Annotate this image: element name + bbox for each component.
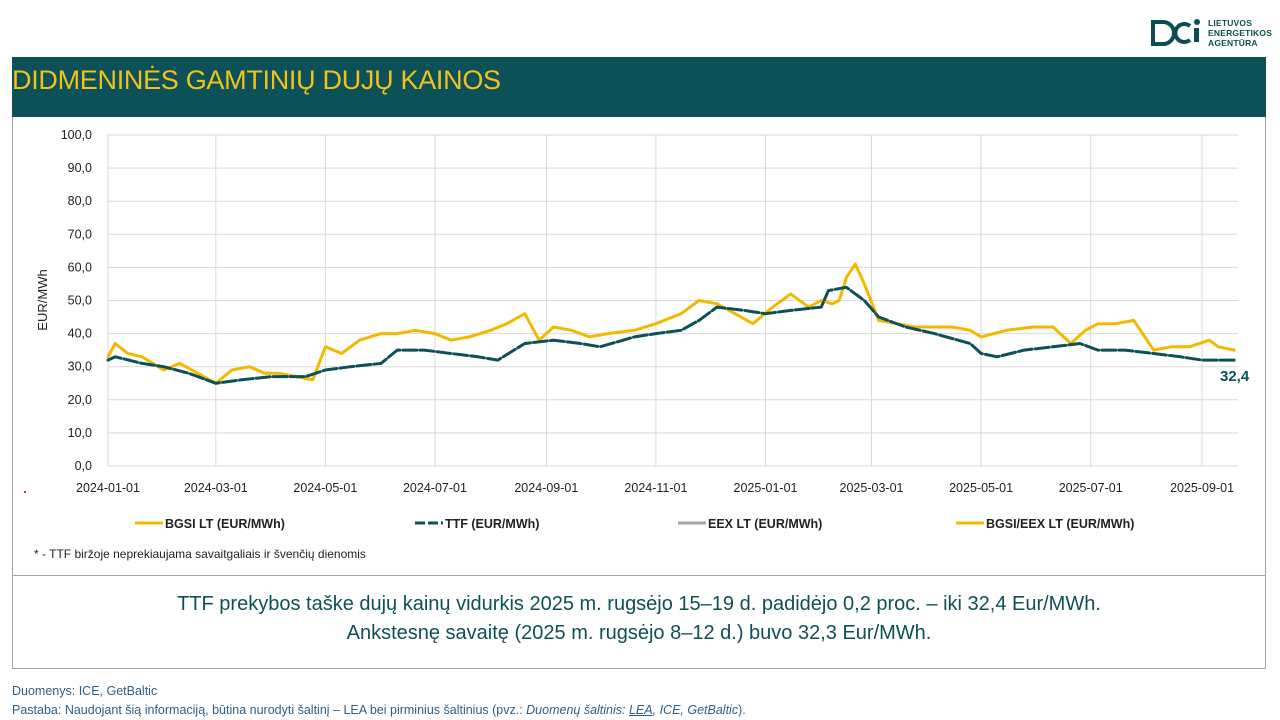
ttf-series-line (106, 285, 1236, 385)
summary-line-2: Ankstesnę savaitę (2025 m. rugsėjo 8–12 … (346, 622, 932, 644)
chart-series: 32,4 (106, 262, 1250, 385)
y-tick-label: 30,0 (68, 360, 92, 374)
lea-link[interactable]: LEA (628, 703, 653, 717)
y-tick-label: 90,0 (68, 161, 92, 175)
bgsi-series-line (106, 262, 1236, 385)
x-tick-label: 2024-01-01 (76, 481, 140, 495)
summary-line-1: TTF prekybos taške dujų kainų vidurkis 2… (177, 593, 1101, 615)
x-tick-label: 2025-01-01 (734, 481, 798, 495)
legend-label: BGSI/EEX LT (EUR/MWh) (986, 517, 1134, 531)
divider (12, 575, 1266, 576)
x-tick-label: 2025-03-01 (840, 481, 904, 495)
x-tick-label: 2024-09-01 (514, 481, 578, 495)
chart-grid (107, 134, 1238, 467)
x-tick-label: 2024-05-01 (293, 481, 357, 495)
y-tick-label: 80,0 (68, 194, 92, 208)
source-line-1: Duomenys: ICE, GetBaltic (12, 684, 158, 698)
legend-label: EEX LT (EUR/MWh) (708, 517, 822, 531)
legend-label: BGSI LT (EUR/MWh) (165, 517, 285, 531)
page-title: DIDMENINĖS GAMTINIŲ DUJŲ KAINOS (12, 65, 501, 95)
lea-logo: LIETUVOS ENERGETIKOS AGENTŪRA (1150, 18, 1273, 52)
lea-logo-mark (1151, 19, 1200, 46)
y-tick-label: 40,0 (68, 327, 92, 341)
price-chart: 0,0 10,0 20,0 30,0 40,0 50,0 60,0 70,0 80,0 90,0 1… (35, 128, 1250, 531)
title-bar (12, 57, 1266, 117)
stray-mark (24, 491, 26, 493)
x-tick-label: 2025-05-01 (949, 481, 1013, 495)
y-tick-label: 0,0 (75, 459, 92, 473)
legend-label: TTF (EUR/MWh) (445, 517, 539, 531)
lea-logo-text: LIETUVOS ENERGETIKOS AGENTŪRA (1208, 18, 1273, 48)
y-tick-label: 70,0 (68, 227, 92, 241)
y-tick-label: 100,0 (61, 128, 92, 142)
footnote: * - TTF biržoje neprekiaujama savaitgali… (34, 547, 366, 561)
x-tick-label: 2025-09-01 (1170, 481, 1234, 495)
y-tick-label: 50,0 (68, 294, 92, 308)
y-tick-label: 20,0 (68, 393, 92, 407)
chart-axes: 0,0 10,0 20,0 30,0 40,0 50,0 60,0 70,0 80,0 90,0 1… (35, 128, 1234, 495)
summary-text: TTF prekybos taške dujų kainų vidurkis 2… (12, 590, 1266, 648)
chart-legend: BGSI LT (EUR/MWh) TTF (EUR/MWh) EEX LT (EU… (135, 517, 1134, 531)
y-tick-label: 10,0 (68, 426, 92, 440)
y-tick-label: 60,0 (68, 260, 92, 274)
x-tick-label: 2024-03-01 (184, 481, 248, 495)
x-tick-label: 2024-07-01 (403, 481, 467, 495)
source-line-2: Pastaba: Naudojant šią informaciją, būti… (12, 703, 746, 717)
x-tick-label: 2025-07-01 (1059, 481, 1123, 495)
source-note: Duomenys: ICE, GetBaltic Pastaba: Naudoj… (12, 682, 746, 720)
x-tick-label: 2024-11-01 (624, 481, 687, 495)
y-axis-label: EUR/MWh (35, 269, 50, 330)
ttf-last-value-label: 32,4 (1220, 368, 1250, 385)
